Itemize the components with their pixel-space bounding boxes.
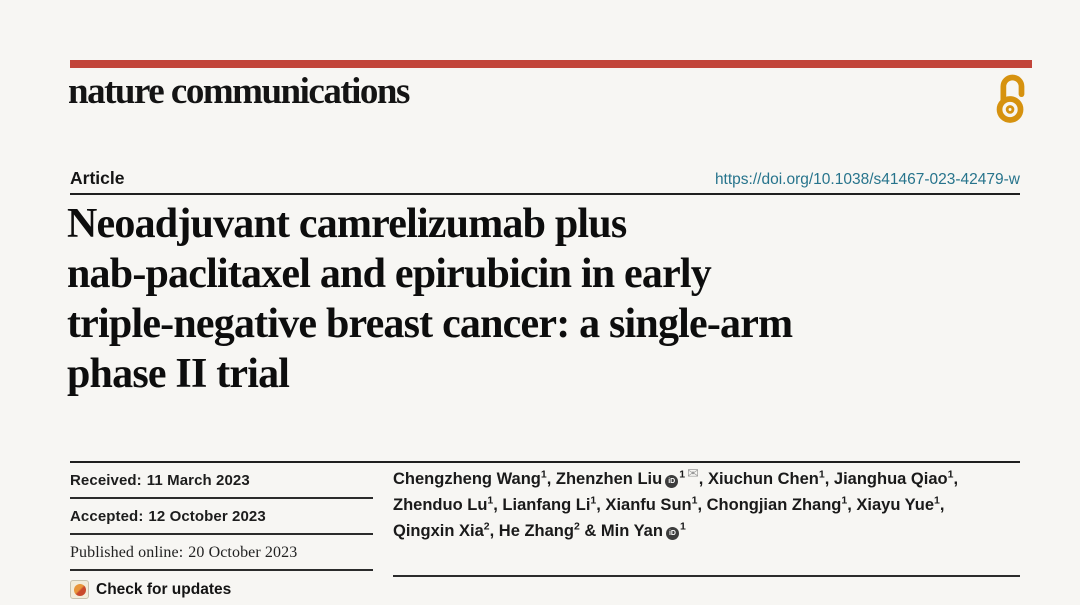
received-value: 11 March 2023 [146, 472, 250, 489]
article-header-row: Article https://doi.org/10.1038/s41467-0… [70, 168, 1020, 189]
orcid-icon[interactable]: iD [665, 475, 679, 488]
affiliation-superscript: 1 [679, 520, 686, 533]
check-for-updates-label: Check for updates [96, 580, 232, 598]
author-name-text: Qingxin Xia [393, 522, 484, 540]
affiliation-superscript: 1 [947, 468, 954, 481]
divider-rule [70, 497, 373, 499]
header-rule [70, 193, 1020, 195]
affiliation-superscript: 1 [818, 468, 825, 481]
author-name-text: , Xiayu Yue [847, 496, 935, 514]
metadata-top-rule [70, 461, 1020, 463]
author-name-text: , Xiuchun Chen [698, 470, 819, 488]
accepted-label: Accepted: [70, 508, 144, 525]
author-name-text: , Zhenzhen Liu [546, 470, 663, 488]
affiliation-superscript: 1 [934, 494, 940, 507]
affiliation-superscript: 1 [590, 494, 597, 507]
title-line: phase II trial [67, 351, 290, 397]
page-title: Neoadjuvant camrelizumab plus nab-paclit… [67, 199, 793, 399]
title-line: nab-paclitaxel and epirubicin in early [67, 251, 712, 297]
title-line: Neoadjuvant camrelizumab plus [67, 201, 627, 247]
published-date: Published online: 20 October 2023 [70, 544, 297, 562]
published-label: Published online: [70, 544, 184, 561]
author-name-text: , He Zhang [489, 522, 574, 540]
author-name-text: , [953, 470, 959, 488]
affiliation-superscript: 2 [573, 520, 580, 533]
author-name-text: , [939, 496, 945, 514]
crossmark-icon [70, 580, 89, 599]
author-name-text: & Min Yan [579, 522, 663, 540]
authors-bottom-rule [393, 575, 1020, 577]
author-name-text: , Xianfu Sun [596, 496, 692, 514]
received-label: Received: [70, 472, 142, 489]
affiliation-superscript: 1 [841, 494, 848, 507]
accepted-value: 12 October 2023 [148, 508, 266, 525]
author-line: Zhenduo Lu1, Lianfang Li1, Xianfu Sun1, … [393, 492, 1023, 518]
divider-rule [70, 533, 373, 535]
header-accent-bar [70, 60, 1032, 68]
received-date: Received: 11 March 2023 [70, 472, 250, 489]
envelope-icon[interactable]: ✉ [687, 464, 699, 481]
author-line: Chengzheng Wang1, Zhenzhen Liu iD1 ✉, Xiuc… [393, 466, 1023, 492]
affiliation-superscript: 1 [540, 468, 547, 481]
doi-link[interactable]: https://doi.org/10.1038/s41467-023-42479… [714, 171, 1020, 188]
author-name-text: , Lianfang Li [493, 496, 591, 514]
author-name-text: Chengzheng Wang [393, 470, 541, 488]
journal-wordmark: nature communications [68, 71, 410, 112]
open-access-icon [996, 74, 1025, 123]
affiliation-superscript: 1 [691, 494, 698, 507]
accepted-date: Accepted: 12 October 2023 [70, 508, 266, 525]
divider-rule [70, 569, 373, 571]
author-line: Qingxin Xia2, He Zhang2 & Min Yan iD1 [393, 518, 1023, 544]
published-value: 20 October 2023 [188, 544, 298, 561]
author-name-text: , Chongjian Zhang [697, 496, 842, 514]
author-name-text: , Jianghua Qiao [824, 470, 948, 488]
orcid-icon[interactable]: iD [665, 527, 679, 540]
author-list: Chengzheng Wang1, Zhenzhen Liu iD1 ✉, Xiuc… [393, 466, 1023, 544]
title-line: triple-negative breast cancer: a single-… [67, 301, 793, 347]
article-type-label: Article [70, 168, 125, 188]
check-for-updates-button[interactable]: Check for updates [70, 580, 231, 599]
affiliation-superscript: 1 [487, 494, 494, 507]
affiliation-superscript: 1 [679, 468, 686, 481]
affiliation-superscript: 2 [483, 520, 490, 533]
author-name-text: Zhenduo Lu [393, 496, 488, 514]
